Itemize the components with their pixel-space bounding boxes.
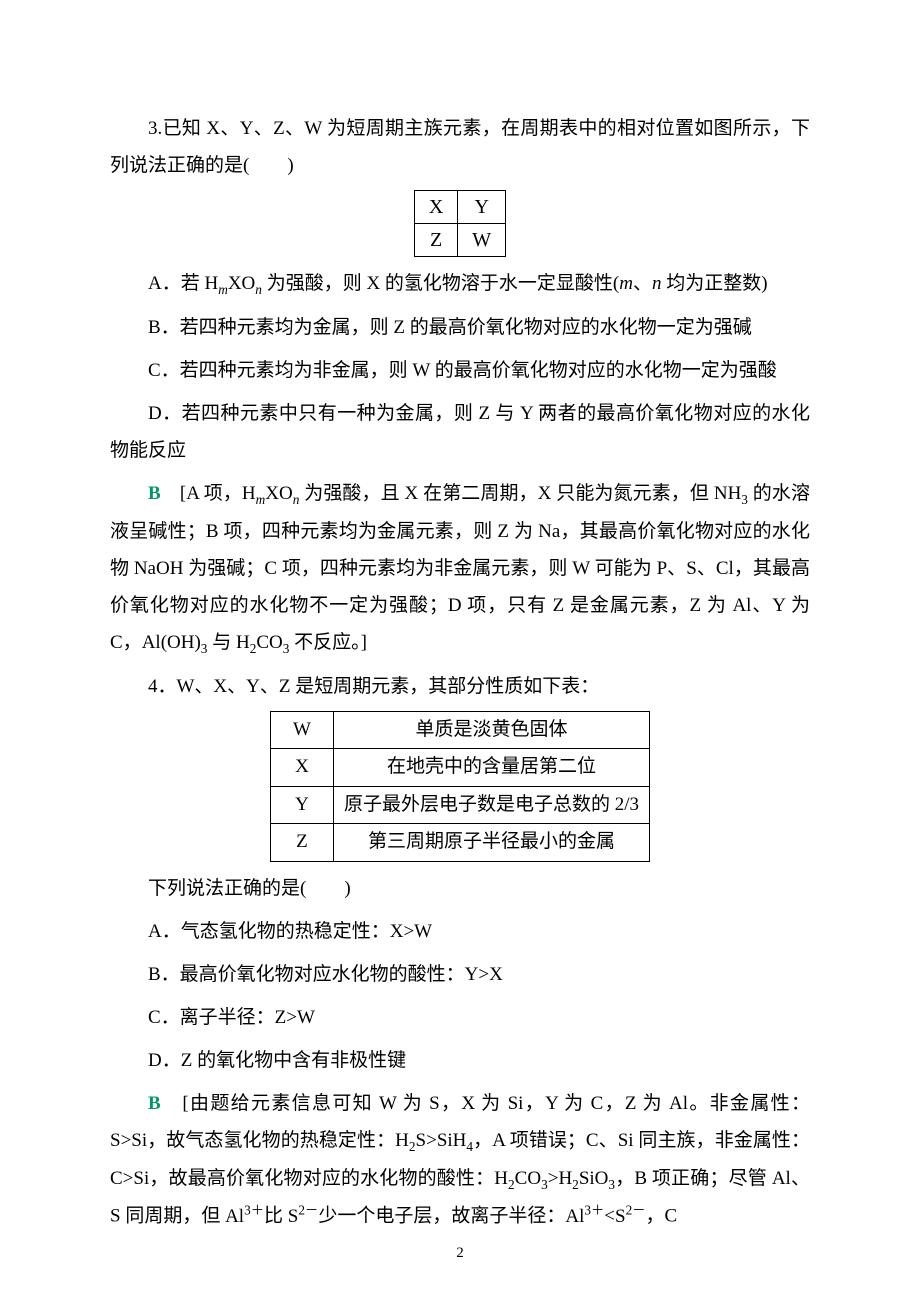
q4-properties-table: W 单质是淡黄色固体 X 在地壳中的含量居第二位 Y 原子最外层电子数是电子总数… (270, 711, 650, 862)
q3-answer-key: B (148, 483, 161, 504)
q4-table-label: W (271, 711, 334, 749)
q4-table-label: Z (271, 824, 334, 862)
q4-table-desc: 第三周期原子半径最小的金属 (333, 824, 649, 862)
q4-table-desc: 在地壳中的含量居第二位 (333, 749, 649, 787)
q3-table-cell: W (458, 224, 506, 257)
q3-stem: 3.已知 X、Y、Z、W 为短周期主族元素，在周期表中的相对位置如图所示，下列说… (110, 110, 810, 184)
q3-table-cell: Y (458, 191, 506, 224)
q3-option-d: D．若四种元素中只有一种为金属，则 Z 与 Y 两者的最高价氧化物对应的水化物能… (110, 395, 810, 469)
q4-explanation: B [由题给元素信息可知 W 为 S，X 为 Si，Y 为 C，Z 为 Al。非… (110, 1085, 810, 1235)
q4-table-desc: 原子最外层电子数是电子总数的 2/3 (333, 786, 649, 824)
q4-option-d: D．Z 的氧化物中含有非极性键 (110, 1042, 810, 1079)
q3-option-b: B．若四种元素均为金属，则 Z 的最高价氧化物对应的水化物一定为强碱 (110, 309, 810, 346)
q4-sub-stem: 下列说法正确的是( ) (110, 870, 810, 907)
q3-explanation: B [A 项，HmXOn 为强酸，且 X 在第二周期，X 只能为氮元素，但 NH… (110, 475, 810, 662)
q3-option-c: C．若四种元素均为非金属，则 W 的最高价氧化物对应的水化物一定为强酸 (110, 352, 810, 389)
page-number: 2 (0, 1245, 920, 1262)
q4-table-label: Y (271, 786, 334, 824)
q4-option-c: C．离子半径：Z>W (110, 999, 810, 1036)
q4-table-label: X (271, 749, 334, 787)
q3-option-a: A．若 HmXOn 为强酸，则 X 的氢化物溶于水一定显酸性(m、n 均为正整数… (110, 265, 810, 303)
q4-option-b: B．最高价氧化物对应水化物的酸性：Y>X (110, 956, 810, 993)
q3-table-cell: X (414, 191, 457, 224)
q4-table-desc: 单质是淡黄色固体 (333, 711, 649, 749)
q4-stem: 4．W、X、Y、Z 是短周期元素，其部分性质如下表： (110, 668, 810, 705)
q4-option-a: A．气态氢化物的热稳定性：X>W (110, 913, 810, 950)
q3-position-table: X Y Z W (414, 190, 506, 257)
q4-answer-key: B (148, 1093, 161, 1114)
q3-table-cell: Z (414, 224, 457, 257)
